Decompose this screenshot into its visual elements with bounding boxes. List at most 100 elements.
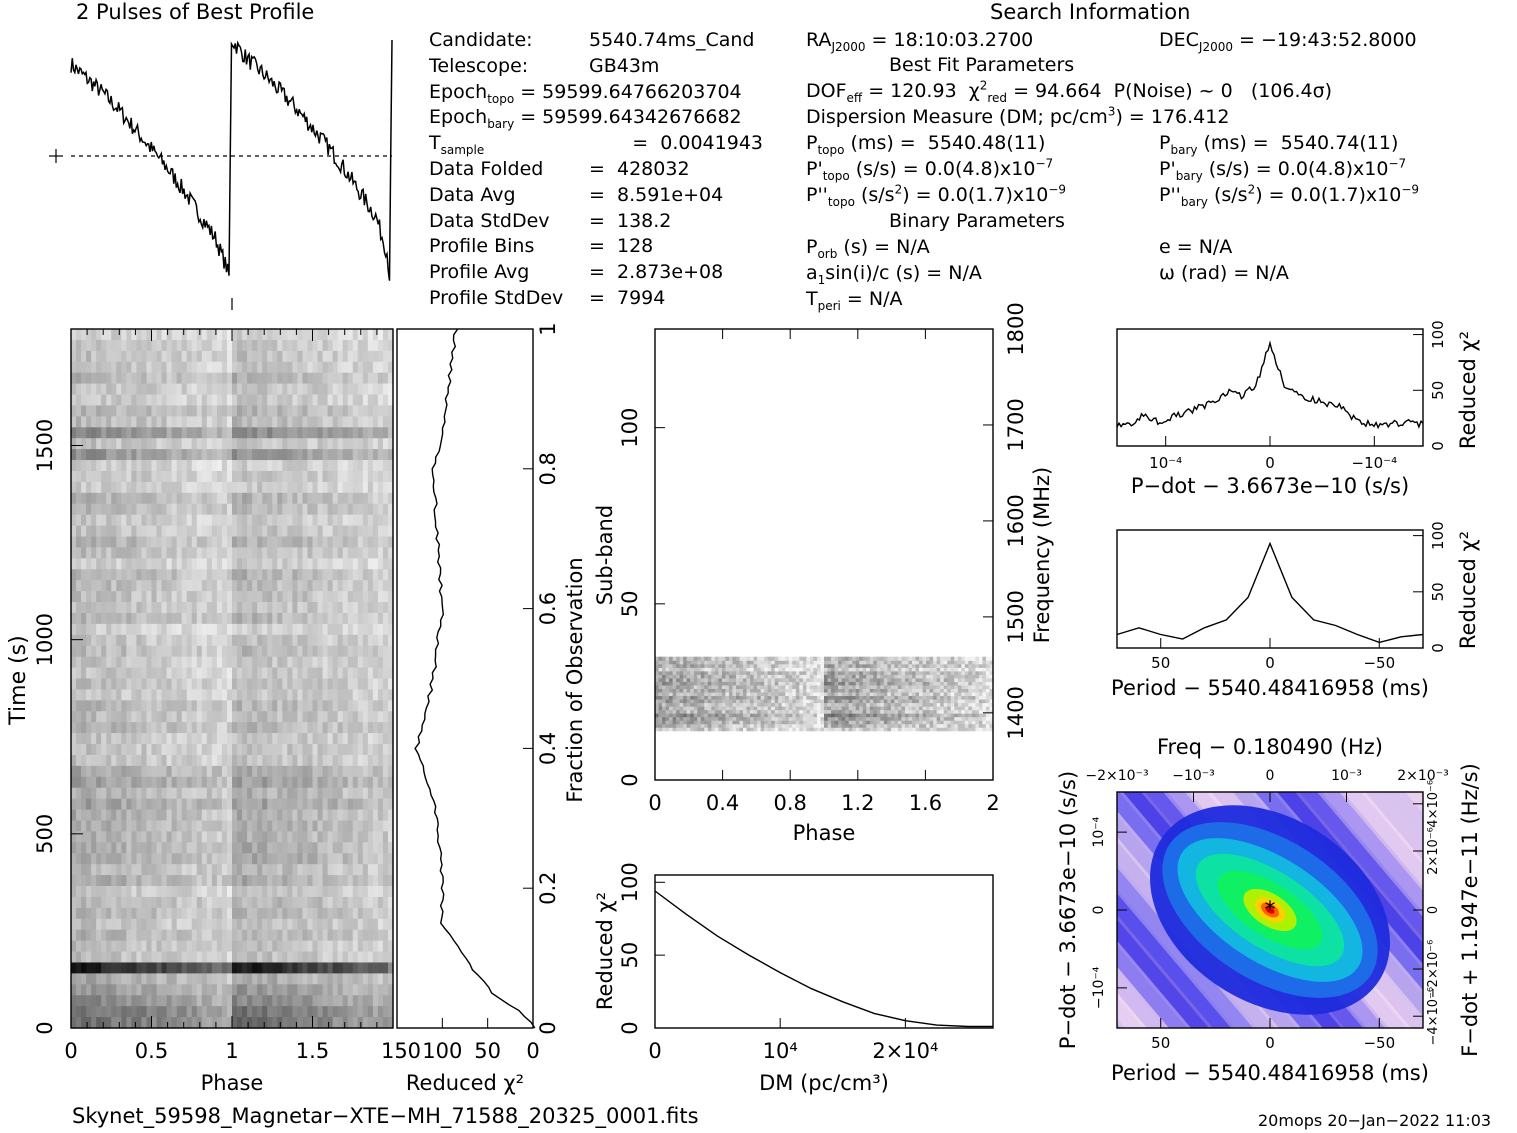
heat-cell <box>186 372 193 385</box>
heat-cell <box>292 842 299 854</box>
heat-cell <box>91 602 97 614</box>
heat-cell <box>136 416 143 428</box>
heat-cell <box>176 864 183 876</box>
heat-cell <box>176 569 183 581</box>
heat-cell <box>312 383 319 396</box>
heat-cell <box>292 623 299 636</box>
heat-cell <box>327 481 334 494</box>
heat-cell <box>317 580 324 592</box>
heat-cell <box>757 723 762 728</box>
heat-cell <box>855 702 860 707</box>
heat-cell <box>111 776 117 789</box>
heat-cell <box>347 569 354 581</box>
heat-cell <box>151 361 158 374</box>
heat-cell <box>873 716 878 721</box>
heat-cell <box>322 580 329 592</box>
heat-cell <box>267 569 273 581</box>
heat-cell <box>221 984 228 996</box>
heat-cell <box>166 416 173 428</box>
heat-cell <box>252 754 258 767</box>
heat-cell <box>121 744 127 756</box>
heat-cell <box>267 623 273 636</box>
heat-cell <box>357 438 364 450</box>
heat-cell <box>181 853 188 865</box>
heat-cell <box>71 722 77 734</box>
heat-cell <box>362 929 369 942</box>
heat-cell <box>337 940 344 953</box>
heat-cell <box>362 656 369 669</box>
heat-cell <box>196 547 203 559</box>
heat-cell <box>377 438 384 450</box>
heat-cell <box>362 525 369 538</box>
heat-cell <box>232 591 238 603</box>
heat-cell <box>226 492 233 505</box>
heat-cell <box>106 962 112 974</box>
heat-cell <box>327 536 334 549</box>
heat-cell <box>111 907 117 920</box>
heat-cell <box>312 929 319 942</box>
heat-cell <box>131 1006 138 1018</box>
heat-cell <box>226 602 233 614</box>
heat-cell <box>347 995 354 1007</box>
heat-cell <box>96 711 102 723</box>
heat-cell <box>86 427 92 439</box>
heat-cell <box>111 492 117 505</box>
heat-cell <box>834 709 839 714</box>
heat-cell <box>201 547 208 559</box>
heat-cell <box>342 656 349 669</box>
heat-cell <box>86 744 92 756</box>
heat-cell <box>302 722 309 734</box>
heat-cell <box>940 713 945 718</box>
heat-cell <box>196 940 203 953</box>
heat-cell <box>181 339 188 352</box>
heat-cell <box>257 831 263 843</box>
heat-cell <box>221 744 228 756</box>
heat-cell <box>272 973 278 985</box>
heat-cell <box>771 709 776 714</box>
heat-cell <box>181 798 188 811</box>
heat-cell <box>971 716 976 721</box>
heat-cell <box>686 720 691 725</box>
heat-cell <box>81 591 87 603</box>
heat-cell <box>171 525 178 538</box>
heat-cell <box>101 809 107 822</box>
heat-cell <box>96 973 102 985</box>
heat-cell <box>156 394 163 407</box>
heat-cell <box>357 449 364 461</box>
heat-cell <box>312 809 319 822</box>
heat-cell <box>206 329 213 341</box>
heat-cell <box>852 702 857 707</box>
heat-cell <box>362 1006 369 1018</box>
heat-cell <box>372 667 379 680</box>
heat-cell <box>357 1006 364 1018</box>
heat-cell <box>181 984 188 996</box>
heat-cell <box>196 645 203 658</box>
heat-cell <box>151 973 158 985</box>
heat-cell <box>211 460 218 472</box>
heat-cell <box>116 886 122 898</box>
heat-cell <box>307 612 314 625</box>
heat-cell <box>242 372 248 385</box>
heat-cell <box>237 514 243 527</box>
heat-cell <box>322 820 329 832</box>
heat-cell <box>76 678 82 691</box>
heat-cell <box>71 514 77 527</box>
heat-cell <box>287 798 293 811</box>
heat-cell <box>750 720 755 725</box>
heat-cell <box>809 702 815 707</box>
heat-cell <box>247 689 253 701</box>
heat-cell <box>362 394 369 407</box>
heat-cell <box>382 864 389 876</box>
heat-cell <box>362 754 369 767</box>
heat-cell <box>272 864 278 876</box>
heat-cell <box>257 820 263 832</box>
heat-cell <box>216 831 223 843</box>
heat-cell <box>211 591 218 603</box>
heat-cell <box>101 350 107 363</box>
heat-cell <box>111 678 117 691</box>
heat-cell <box>292 645 299 658</box>
heat-cell <box>226 645 233 658</box>
heat-cell <box>242 754 248 767</box>
heat-cell <box>277 765 283 778</box>
heat-cell <box>116 623 122 636</box>
